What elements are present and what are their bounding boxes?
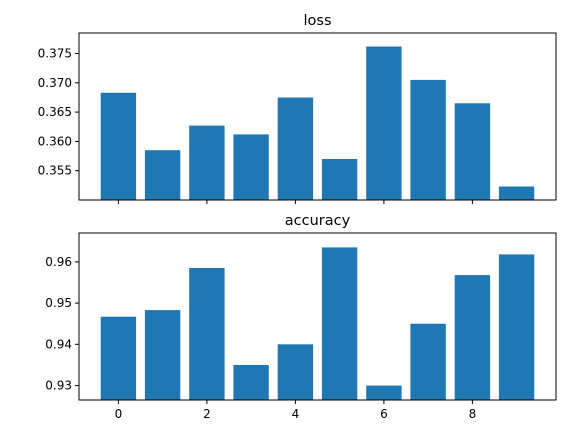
bar <box>233 365 269 400</box>
bar <box>410 323 446 400</box>
x-tick-label: 4 <box>292 407 300 421</box>
y-tick-label: 0.365 <box>38 105 72 119</box>
axes-frame <box>78 232 557 401</box>
bar <box>144 310 181 400</box>
chart-title: loss <box>303 13 331 29</box>
y-tick-label: 0.94 <box>45 337 72 351</box>
chart-title: accuracy <box>285 213 351 229</box>
bar <box>454 103 491 200</box>
bar <box>100 92 137 200</box>
bar <box>189 268 225 400</box>
bar <box>277 97 314 200</box>
x-tick-label: 2 <box>203 407 211 421</box>
bar <box>233 134 269 200</box>
x-tick-label: 8 <box>469 407 477 421</box>
y-tick-label: 0.360 <box>38 134 72 148</box>
y-tick-label: 0.96 <box>45 255 72 269</box>
bar <box>100 316 137 400</box>
y-tick-label: 0.370 <box>38 76 72 90</box>
x-tick-label: 6 <box>380 407 388 421</box>
bar <box>498 186 535 200</box>
bar <box>321 247 358 400</box>
chart-panel-1: loss 0.355 0.360 0.365 0.370 0.375 <box>38 13 557 204</box>
bar <box>277 344 314 400</box>
axes-frame <box>78 32 557 201</box>
y-tick-label: 0.375 <box>38 47 72 61</box>
y-tick-label: 0.355 <box>38 164 72 178</box>
y-tick-label: 0.93 <box>45 379 72 393</box>
x-tick-label: 0 <box>115 407 123 421</box>
bar <box>498 254 535 400</box>
bar <box>366 46 402 200</box>
bar <box>410 79 446 200</box>
y-tick-label: 0.95 <box>45 296 72 310</box>
chart-panel-2: accuracy 0.93 0.94 0.95 0.96 0 2 4 6 8 <box>45 213 557 421</box>
bar <box>366 385 402 400</box>
bar <box>321 159 358 200</box>
bar <box>454 275 491 400</box>
bar <box>144 150 181 200</box>
bar <box>189 125 225 200</box>
